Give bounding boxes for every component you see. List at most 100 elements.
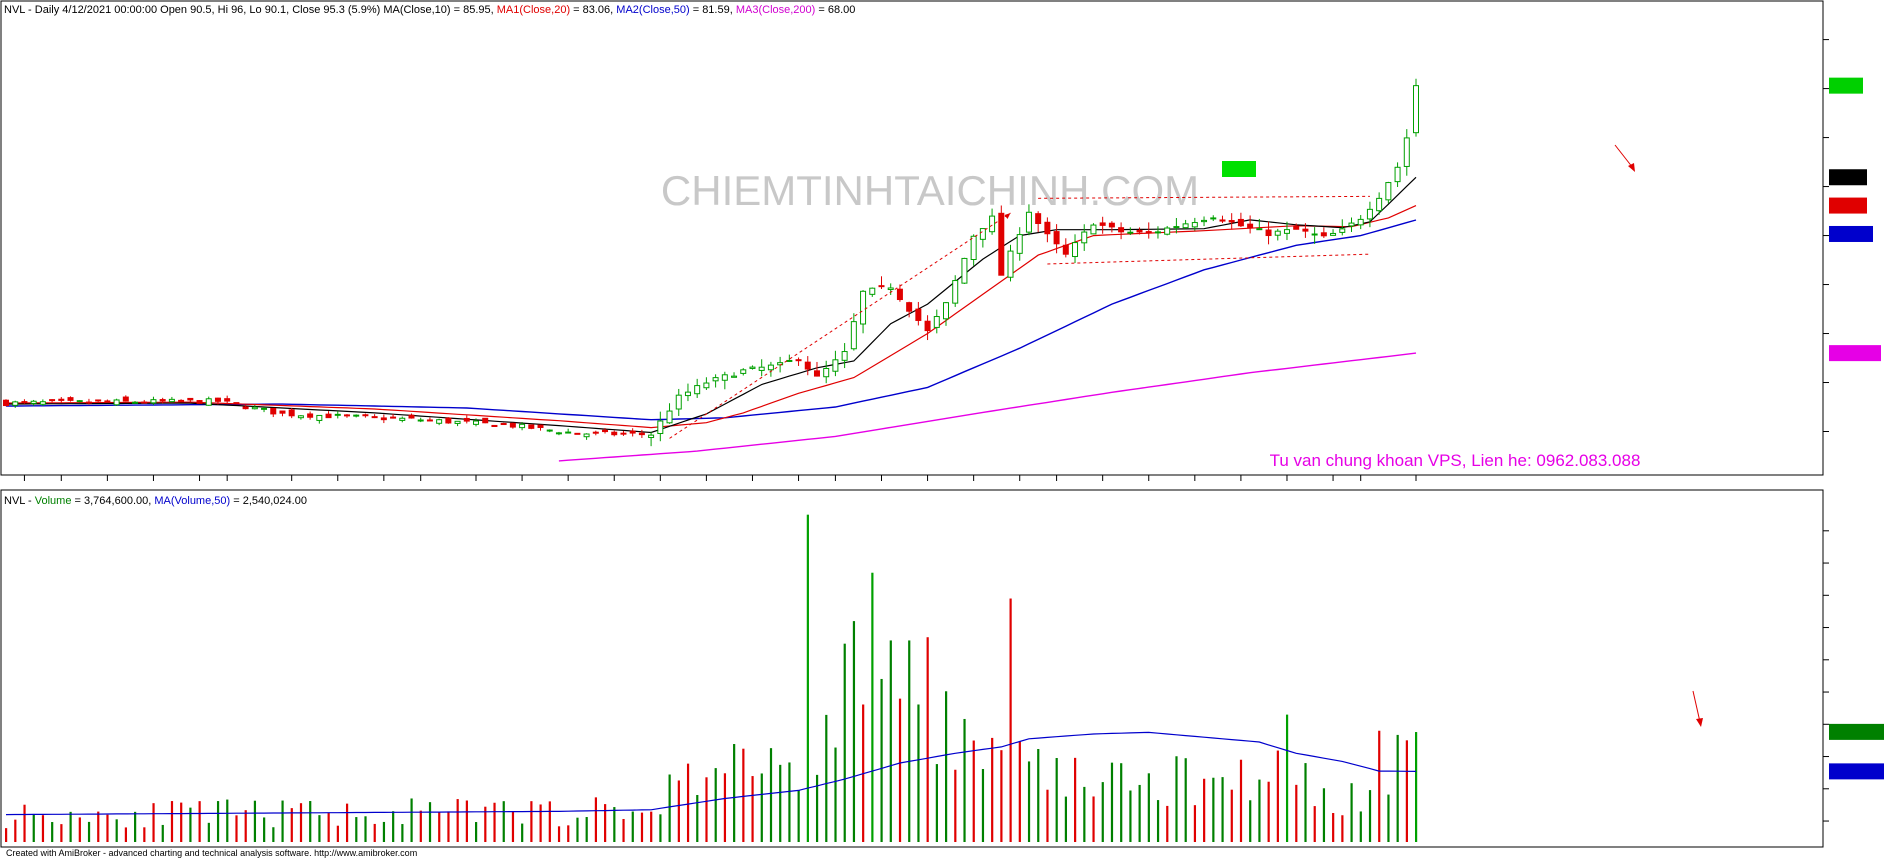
candle-down: [602, 429, 609, 433]
volume-bar: [640, 812, 644, 842]
candle-down: [159, 399, 166, 402]
candle-up: [721, 374, 728, 381]
volume-bar: [32, 813, 35, 842]
candle-down: [1118, 227, 1125, 233]
volume-bar: [585, 817, 588, 842]
header-segment: = 2,540,024.00: [230, 495, 307, 507]
candle-up: [297, 415, 304, 419]
candle-down: [325, 413, 332, 419]
volume-value-label-box: [1829, 723, 1884, 740]
candle-down: [491, 424, 498, 428]
candle-down: [122, 396, 129, 402]
candle-down: [500, 422, 507, 426]
candle-up: [1173, 226, 1180, 229]
candle-up: [1182, 223, 1189, 229]
volume-bar: [1018, 741, 1021, 842]
volume-bar: [1350, 783, 1353, 842]
volume-bar: [1258, 779, 1261, 842]
candle-down: [233, 402, 240, 405]
volume-bar: [1156, 800, 1160, 842]
volume-bar: [898, 698, 902, 842]
volume-bar: [567, 825, 570, 842]
volume-bar: [622, 818, 625, 842]
volume-bar: [908, 640, 911, 842]
volume-bar: [1368, 790, 1372, 842]
header-segment: = 83.06,: [570, 4, 616, 16]
volume-bar: [1295, 784, 1298, 842]
candle-up: [979, 228, 986, 240]
candle-down: [408, 414, 415, 419]
volume-bar: [364, 816, 367, 842]
volume-bar: [1184, 758, 1187, 842]
price-panel[interactable]: [0, 0, 1824, 476]
candle-up: [113, 399, 120, 406]
candle-down: [3, 399, 9, 407]
volume-bar: [1175, 756, 1178, 842]
candle-up: [1376, 197, 1383, 212]
candle-up: [943, 302, 949, 320]
candle-down: [574, 432, 581, 435]
volume-bar: [1304, 763, 1307, 842]
candle-up: [1072, 242, 1079, 258]
candle-up: [1330, 232, 1337, 236]
candle-up: [1283, 229, 1290, 234]
candle-up: [1081, 231, 1088, 244]
candle-down: [104, 400, 111, 403]
volume-bar: [963, 718, 966, 842]
candle-down: [611, 431, 618, 436]
candle-up: [150, 399, 157, 404]
volume-bar: [1009, 598, 1012, 842]
candle-down: [915, 308, 922, 321]
volume-bar: [521, 823, 524, 842]
candle-down: [380, 417, 387, 421]
candle-up: [565, 431, 572, 434]
header-segment: NVL - Daily 4/12/2021 00:00:00 Open 90.5…: [4, 4, 497, 16]
candle-down: [629, 430, 636, 434]
volume-bar: [880, 678, 883, 842]
volume-bar: [124, 827, 128, 842]
volume-bar: [1064, 796, 1068, 842]
volume-bar: [309, 801, 312, 842]
volume-bar: [889, 640, 892, 842]
volume-bar: [1322, 788, 1326, 842]
volume-bar: [742, 748, 745, 842]
volume-bar: [1203, 778, 1206, 842]
volume-bar: [5, 828, 8, 842]
candle-up: [1164, 227, 1171, 235]
candle-up: [952, 280, 959, 304]
volume-bar: [401, 824, 404, 842]
volume-bar: [1378, 730, 1381, 842]
volume-bar: [1120, 763, 1123, 842]
volume-bar: [428, 802, 432, 842]
candle-down: [1320, 232, 1327, 237]
volume-bar: [788, 762, 791, 842]
volume-bar: [1313, 806, 1316, 842]
volume-bars: [5, 514, 1418, 842]
volume-bar: [769, 748, 773, 842]
volume-ma-path: [5, 731, 1417, 816]
candle-up: [39, 401, 46, 405]
header-segment: MA(Volume,50): [154, 495, 230, 507]
volume-bar: [1037, 749, 1040, 842]
volume-bar: [668, 774, 671, 842]
volume-panel[interactable]: [0, 489, 1824, 848]
ma200-path: [558, 352, 1417, 462]
volume-bar: [502, 801, 505, 842]
candle-up: [555, 432, 562, 435]
candle-up: [989, 215, 996, 233]
volume-ma-line: [5, 731, 1417, 816]
volume-bar: [650, 811, 653, 842]
volume-bar: [318, 815, 321, 842]
candle-down: [509, 422, 516, 428]
ma10-value-label-box: [1829, 169, 1867, 186]
volume-bar: [797, 790, 800, 842]
volume-bar: [281, 800, 284, 842]
volume-bar: [1239, 759, 1243, 842]
candle-down: [1302, 228, 1309, 232]
candle-down: [813, 370, 820, 377]
candle-up: [684, 391, 691, 397]
volume_ma-value-label-box: [1829, 763, 1884, 780]
volume-bar: [216, 801, 220, 842]
ma200-value-label-box: [1829, 345, 1881, 362]
